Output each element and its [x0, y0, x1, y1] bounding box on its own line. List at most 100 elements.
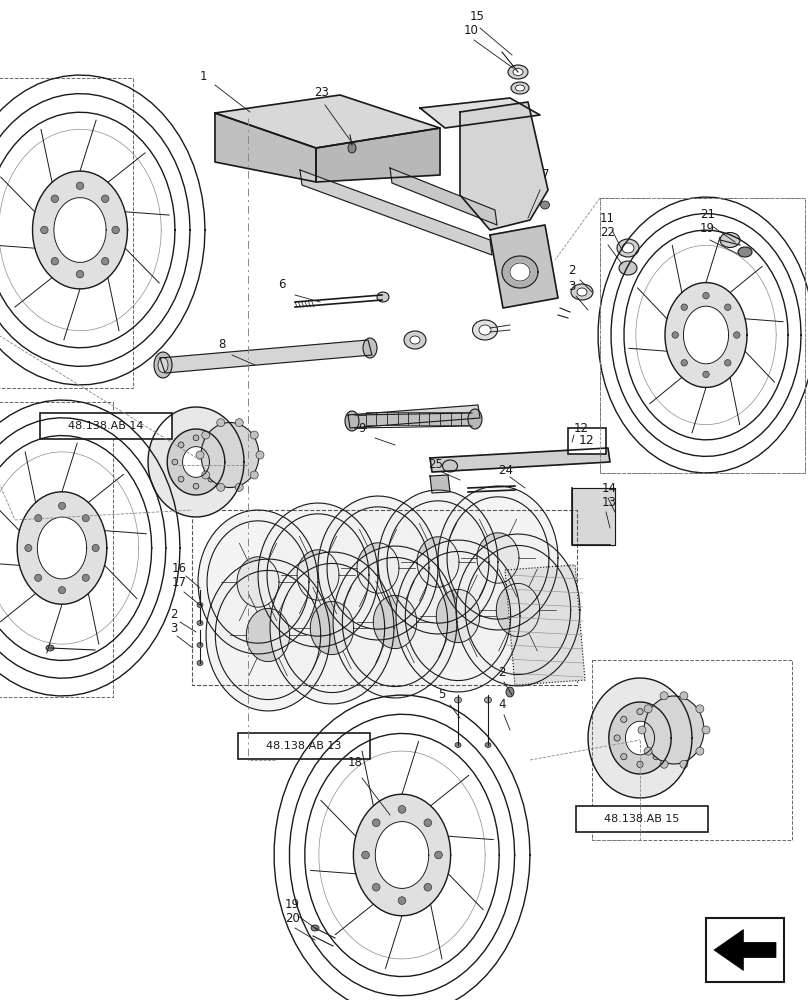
- Bar: [440, 412, 451, 425]
- Polygon shape: [430, 448, 610, 472]
- Bar: [430, 412, 440, 425]
- Circle shape: [179, 476, 184, 482]
- Circle shape: [256, 451, 264, 459]
- Text: 18: 18: [348, 756, 363, 768]
- Ellipse shape: [571, 284, 593, 300]
- Polygon shape: [270, 552, 394, 704]
- Circle shape: [102, 195, 109, 203]
- Circle shape: [398, 806, 406, 813]
- Text: 19: 19: [285, 898, 300, 912]
- Polygon shape: [420, 98, 540, 128]
- Circle shape: [637, 761, 643, 768]
- Circle shape: [25, 544, 32, 552]
- Polygon shape: [310, 601, 354, 655]
- Circle shape: [637, 708, 643, 715]
- Polygon shape: [32, 171, 128, 289]
- Ellipse shape: [454, 697, 461, 703]
- Ellipse shape: [644, 696, 704, 764]
- Ellipse shape: [473, 320, 498, 340]
- Circle shape: [621, 716, 627, 722]
- Ellipse shape: [619, 261, 637, 275]
- Polygon shape: [160, 340, 372, 373]
- Circle shape: [702, 726, 710, 734]
- Polygon shape: [353, 794, 451, 916]
- Circle shape: [680, 760, 688, 768]
- Polygon shape: [198, 510, 318, 654]
- Circle shape: [644, 705, 652, 713]
- Circle shape: [76, 182, 84, 190]
- Text: 24: 24: [498, 464, 513, 477]
- Ellipse shape: [363, 338, 377, 358]
- Polygon shape: [206, 559, 330, 711]
- Circle shape: [51, 195, 58, 203]
- Bar: [387, 412, 398, 425]
- Text: 6: 6: [278, 278, 285, 292]
- Text: 11: 11: [600, 212, 615, 225]
- Polygon shape: [258, 503, 378, 647]
- Ellipse shape: [622, 243, 634, 253]
- Circle shape: [51, 257, 58, 265]
- Ellipse shape: [345, 411, 359, 431]
- Polygon shape: [430, 475, 450, 493]
- Ellipse shape: [311, 925, 319, 931]
- Text: 19: 19: [700, 222, 715, 234]
- Circle shape: [660, 735, 666, 741]
- Circle shape: [614, 735, 621, 741]
- Text: 12: 12: [574, 422, 589, 434]
- Polygon shape: [460, 102, 548, 230]
- Circle shape: [92, 544, 99, 552]
- Ellipse shape: [455, 742, 461, 748]
- Polygon shape: [502, 256, 538, 288]
- Text: 10: 10: [464, 23, 479, 36]
- Text: 20: 20: [285, 912, 300, 924]
- Circle shape: [208, 476, 214, 482]
- Bar: [398, 412, 408, 425]
- Circle shape: [217, 419, 225, 427]
- Polygon shape: [436, 589, 480, 643]
- Text: 25: 25: [428, 458, 443, 472]
- Circle shape: [40, 226, 48, 234]
- Polygon shape: [390, 168, 497, 225]
- Bar: [706, 918, 784, 982]
- Ellipse shape: [485, 697, 491, 703]
- Ellipse shape: [201, 422, 259, 488]
- Circle shape: [214, 459, 220, 465]
- Circle shape: [172, 459, 178, 465]
- Polygon shape: [490, 225, 558, 308]
- Polygon shape: [246, 608, 290, 662]
- Circle shape: [76, 270, 84, 278]
- Circle shape: [35, 515, 42, 522]
- Circle shape: [217, 483, 225, 491]
- Circle shape: [82, 574, 90, 581]
- Text: 13: 13: [602, 496, 617, 510]
- Circle shape: [703, 371, 709, 378]
- FancyBboxPatch shape: [576, 806, 708, 832]
- Circle shape: [250, 471, 259, 479]
- Circle shape: [435, 851, 442, 859]
- Text: 48.138.AB 14: 48.138.AB 14: [68, 421, 144, 431]
- Bar: [451, 412, 461, 425]
- Ellipse shape: [197, 660, 203, 666]
- Text: 8: 8: [218, 338, 225, 351]
- Bar: [366, 412, 377, 425]
- Ellipse shape: [468, 409, 482, 429]
- Polygon shape: [684, 306, 729, 364]
- Circle shape: [660, 692, 668, 700]
- Text: 16: 16: [172, 562, 187, 574]
- Ellipse shape: [617, 239, 639, 257]
- FancyBboxPatch shape: [238, 733, 370, 759]
- Circle shape: [58, 587, 65, 594]
- Circle shape: [621, 754, 627, 760]
- Polygon shape: [609, 702, 671, 774]
- Polygon shape: [215, 113, 316, 182]
- Circle shape: [202, 431, 210, 439]
- Circle shape: [235, 419, 243, 427]
- Circle shape: [112, 226, 120, 234]
- Text: 22: 22: [600, 227, 615, 239]
- Text: 4: 4: [498, 698, 506, 712]
- Bar: [461, 412, 472, 425]
- Circle shape: [250, 431, 259, 439]
- Polygon shape: [333, 546, 457, 698]
- Circle shape: [638, 726, 646, 734]
- Text: 15: 15: [470, 9, 485, 22]
